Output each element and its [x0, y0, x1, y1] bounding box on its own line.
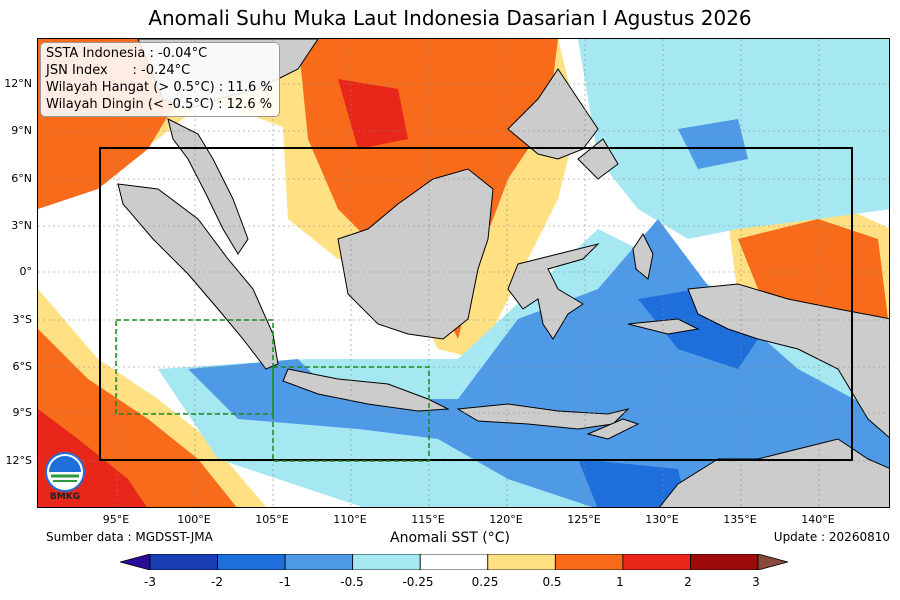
colorbar-label: Anomali SST (°C): [390, 530, 510, 546]
colorbar-segment: [284, 554, 354, 570]
malay-peninsula: [167, 118, 249, 255]
bmkg-logo: BMKG: [45, 452, 85, 504]
lon-tick: 135°E: [723, 513, 757, 526]
halmahera: [632, 233, 654, 280]
cold-area-text: Wilayah Dingin (< -0.5°C) : 12.6 %: [46, 97, 273, 112]
colorbar-over-arrow: [757, 554, 788, 570]
colorbar-segment: [554, 554, 624, 570]
seram: [627, 318, 700, 335]
lat-tick: 12°N: [4, 77, 32, 90]
colorbar-segment: [217, 554, 286, 570]
update-date: Update : 20260810: [773, 530, 890, 544]
colorbar-segment: [149, 554, 218, 570]
data-source: Sumber data : MGDSST-JMA: [46, 530, 213, 544]
lat-tick: 12°S: [5, 454, 32, 467]
bmkg-logo-icon: [45, 452, 85, 492]
lon-tick: 95°E: [102, 513, 130, 526]
ssta-indonesia-text: SSTA Indonesia : -0.04°C: [46, 46, 208, 61]
lon-tick: 120°E: [489, 513, 523, 526]
lon-tick: 105°E: [255, 513, 289, 526]
lat-tick: 6°S: [12, 360, 32, 373]
region-box-java-sea: [272, 366, 430, 462]
new-guinea: [687, 283, 889, 438]
colorbar-segment: [622, 554, 691, 570]
sumatra: [117, 183, 279, 370]
lat-tick: 3°N: [11, 219, 32, 232]
colorbar-tick: 2: [684, 575, 692, 589]
lesser-sunda: [456, 403, 630, 430]
colorbar-tick: -1: [279, 575, 291, 589]
sulawesi: [507, 243, 600, 340]
colorbar-tick: 0.25: [471, 575, 499, 589]
lon-tick: 110°E: [333, 513, 367, 526]
colorbar-tick: -2: [211, 575, 223, 589]
lat-tick: 9°S: [12, 406, 32, 419]
colorbar: [120, 554, 788, 570]
lon-tick: 100°E: [177, 513, 211, 526]
lon-tick: 130°E: [645, 513, 679, 526]
statistics-box: SSTA Indonesia : -0.04°C JSN Index : -0.…: [40, 42, 280, 117]
land-masses: [117, 39, 889, 507]
colorbar-tick: -0.5: [340, 575, 364, 589]
lat-tick: 0°: [19, 265, 33, 278]
colorbar-tick: 0.5: [542, 575, 562, 589]
colorbar-segment: [419, 554, 489, 570]
borneo: [337, 168, 494, 340]
colorbar-tick: 1: [616, 575, 624, 589]
colorbar-segment: [487, 554, 556, 570]
colorbar-segment: [690, 554, 759, 570]
map-title: Anomali Suhu Muka Laut Indonesia Dasaria…: [148, 6, 752, 30]
timor: [586, 418, 640, 440]
lon-tick: 140°E: [801, 513, 835, 526]
colorbar-under-arrow: [120, 554, 151, 570]
colorbar-segment: [352, 554, 421, 570]
jsn-index-text: JSN Index : -0.24°C: [46, 63, 191, 78]
lat-tick: 6°N: [11, 172, 32, 185]
sst-anomaly-map: [37, 38, 890, 508]
lat-tick: 3°S: [12, 313, 32, 326]
colorbar-tick: 3: [752, 575, 760, 589]
colorbar-tick: -3: [144, 575, 156, 589]
warm-area-text: Wilayah Hangat (> 0.5°C) : 11.6 %: [46, 80, 273, 95]
indonesia-domain-box: [99, 147, 853, 461]
lat-tick: 9°N: [11, 124, 32, 137]
lon-tick: 115°E: [411, 513, 445, 526]
lon-tick: 125°E: [567, 513, 601, 526]
bmkg-logo-text: BMKG: [49, 492, 81, 502]
colorbar-tick: -0.25: [402, 575, 434, 589]
philippines: [507, 68, 599, 160]
australia: [658, 438, 889, 507]
java: [282, 368, 450, 412]
